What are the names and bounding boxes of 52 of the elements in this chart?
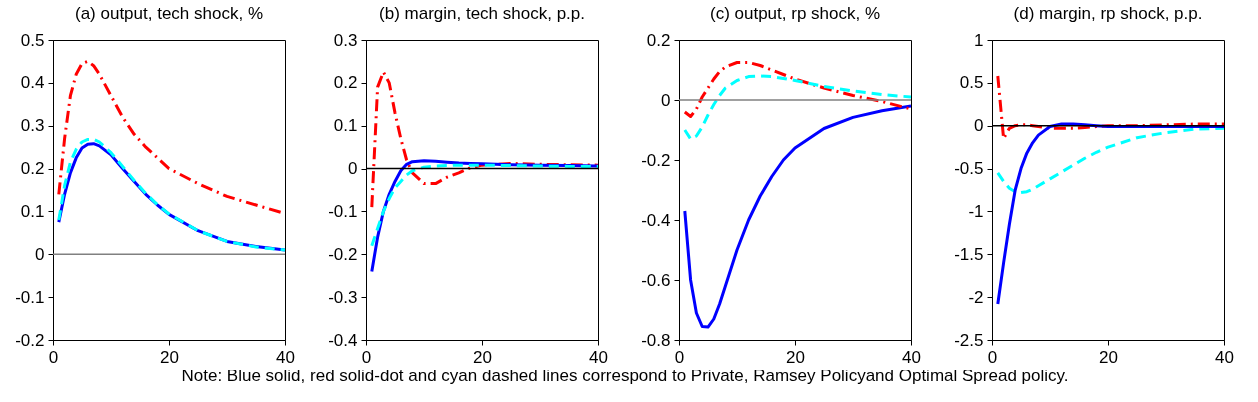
y-tick-label: 0.5	[20, 30, 45, 50]
x-tick-label: 20	[786, 347, 805, 367]
y-tick-label: 1	[974, 30, 984, 50]
y-tick-label: 0.1	[333, 116, 358, 136]
line-series	[683, 61, 911, 118]
y-tick-label: 0.2	[646, 30, 671, 50]
x-tick-label: 0	[48, 347, 59, 367]
y-tick-label: -0.2	[328, 244, 358, 264]
x-tick-label: 0	[361, 347, 372, 367]
x-tick-label: 40	[589, 347, 608, 367]
line-series	[683, 104, 911, 329]
y-tick-label: 0.3	[20, 116, 45, 136]
y-tick-label: -0.2	[641, 150, 671, 170]
chart-title: (c) output, rp shock, %	[709, 4, 881, 23]
y-tick-label: -0.6	[641, 270, 671, 290]
x-tick-label: 40	[276, 347, 295, 367]
y-tick-label: -1.5	[954, 244, 984, 264]
y-tick-label: -0.8	[641, 330, 671, 350]
line-series	[370, 163, 598, 248]
y-tick-label: -0.4	[328, 330, 358, 350]
y-tick-label: -0.1	[328, 201, 358, 221]
x-tick-label: 40	[902, 347, 921, 367]
x-tick-label: 40	[1215, 347, 1234, 367]
line-series	[683, 74, 911, 141]
chart-title: (b) margin, tech shock, p.p.	[379, 4, 585, 23]
y-tick-label: 0.3	[333, 30, 358, 50]
y-tick-label: 0	[35, 244, 45, 264]
chart-title: (d) margin, rp shock, p.p.	[1013, 4, 1203, 23]
y-tick-label: 0.4	[20, 73, 45, 93]
y-tick-label: -2	[968, 287, 984, 307]
y-tick-label: 0	[348, 159, 358, 179]
y-tick-label: -0.1	[15, 287, 45, 307]
x-tick-label: 20	[473, 347, 492, 367]
line-series	[996, 126, 1224, 195]
line-series	[996, 122, 1224, 306]
y-tick-label: 0.5	[959, 73, 984, 93]
y-tick-label: -0.3	[328, 287, 358, 307]
y-tick-label: 0	[661, 90, 671, 110]
y-tick-label: 0	[974, 116, 984, 136]
x-tick-label: 0	[987, 347, 998, 367]
x-tick-label: 20	[160, 347, 179, 367]
y-tick-label: -1	[968, 201, 984, 221]
y-tick-label: -0.4	[641, 210, 671, 230]
chart-title: (a) output, tech shock, %	[74, 4, 264, 23]
y-tick-label: -2.5	[954, 330, 984, 350]
y-tick-label: -0.5	[954, 159, 984, 179]
y-tick-label: -0.2	[15, 330, 45, 350]
y-tick-label: 0.1	[20, 201, 45, 221]
x-tick-label: 20	[1099, 347, 1118, 367]
y-tick-label: 0.2	[333, 73, 358, 93]
y-tick-label: 0.2	[20, 159, 45, 179]
x-tick-label: 0	[674, 347, 685, 367]
